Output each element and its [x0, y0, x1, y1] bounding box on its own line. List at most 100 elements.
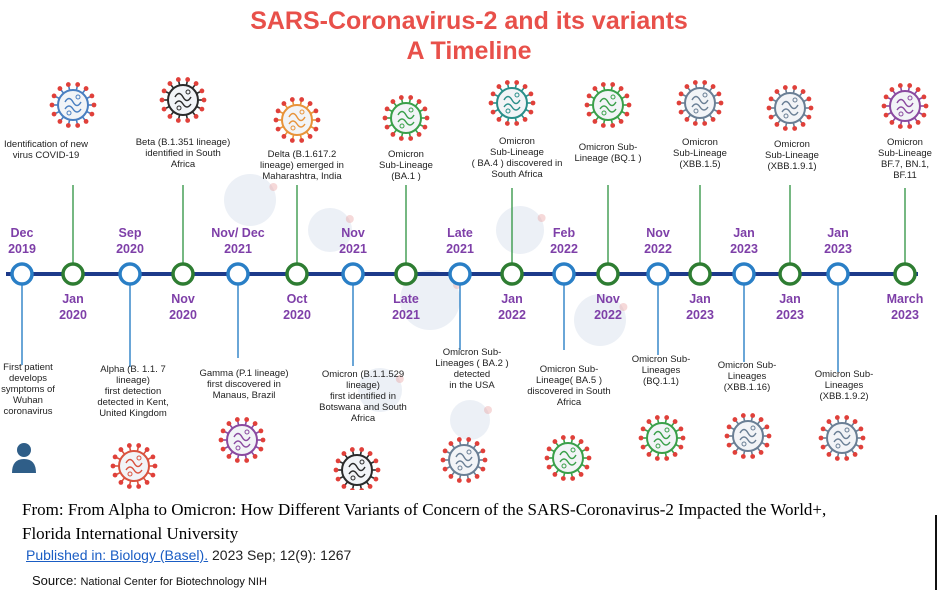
timeline-node-14: [688, 185, 712, 286]
timeline-marker: [10, 262, 34, 286]
published-in-link[interactable]: Published in: Biology (Basel).: [26, 547, 209, 563]
virus-blue-icon: [49, 82, 97, 128]
node-date-label: Jan 2023: [824, 226, 852, 256]
virus-green-icon: [544, 435, 592, 481]
watermark-blob: [308, 208, 352, 252]
timeline-marker: [826, 262, 850, 286]
timeline-node-1: [10, 262, 34, 365]
node-caption: Delta (B.1.617.2 lineage) emerged in Mahar…: [260, 149, 344, 182]
timeline-node-9: [448, 262, 472, 350]
node-date-label: Oct 2020: [283, 292, 311, 322]
timeline-node-17: [826, 262, 850, 372]
timeline-node-10: [500, 188, 524, 286]
timeline-marker: [61, 262, 85, 286]
node-date-label: Jan 2023: [686, 292, 714, 322]
timeline-node-4: [171, 185, 195, 286]
virus-slate-icon: [818, 415, 866, 461]
timeline-marker: [448, 262, 472, 286]
watermark-blob: [496, 206, 544, 254]
timeline-marker: [688, 262, 712, 286]
watermark-blob: [574, 294, 626, 346]
timeline-node-12: [596, 185, 620, 286]
node-date-label: Nov 2020: [169, 292, 197, 322]
virus-slate-icon: [676, 80, 724, 126]
node-date-label: Jan 2022: [498, 292, 526, 322]
node-date-label: Nov 2022: [594, 292, 622, 322]
node-caption: Omicron Sub-Lineages (XBB.1.16): [718, 360, 777, 393]
timeline-marker: [118, 262, 142, 286]
timeline-marker: [646, 262, 670, 286]
watermark-blob: [358, 368, 402, 412]
timeline-nodes: Dec 2019 First patient develops symptoms of W…: [1, 77, 932, 490]
publication-info: Published in: Biology (Basel). 2023 Sep;…: [26, 547, 351, 563]
timeline-node-6: [285, 185, 309, 286]
node-date-label: Late 2021: [392, 292, 420, 322]
virus-slate-icon: [766, 85, 814, 131]
page-edge-bar: [935, 515, 937, 590]
timeline-node-3: [118, 262, 142, 367]
node-date-label: Jan 2020: [59, 292, 87, 322]
diagram-title-line1: SARS-Coronavirus-2 and its variants: [250, 7, 688, 35]
node-caption: Omicron Sub-Lineages (XBB.1.9.2): [815, 369, 874, 402]
virus-green-icon: [584, 82, 632, 128]
virus-purple-icon: [218, 417, 266, 463]
node-date-label: Feb 2022: [550, 226, 578, 256]
virus-red-icon: [110, 443, 158, 489]
university-name: Florida International University: [22, 524, 239, 543]
virus-green-icon: [382, 95, 430, 141]
virus-black-icon: [333, 447, 381, 490]
background-virus-watermark: [224, 174, 628, 440]
timeline-node-7: [341, 262, 365, 366]
node-date-label: March 2023: [887, 292, 924, 322]
from-label: From:: [22, 500, 64, 519]
watermark-dot: [619, 303, 628, 311]
timeline-node-18: [893, 188, 917, 286]
node-date-label: Nov 2021: [339, 226, 367, 256]
watermark-blob: [224, 174, 276, 226]
timeline-node-5: [226, 262, 250, 358]
node-caption: Omicron Sub-Lineage( BA.5 ) discovered in…: [527, 364, 610, 408]
node-date-label: Nov 2022: [644, 226, 672, 256]
virus-purple-icon: [881, 83, 929, 129]
node-date-label: Late 2021: [446, 226, 474, 256]
timeline-node-11: [552, 262, 576, 350]
source-name: National Center for Biotechnology NIH: [80, 576, 267, 588]
watermark-dot: [269, 183, 278, 191]
virus-green-icon: [638, 415, 686, 461]
watermark-dot: [537, 214, 546, 222]
timeline-marker: [394, 262, 418, 286]
node-caption: Beta (B.1.351 lineage) identified in Sout…: [136, 137, 231, 170]
timeline-marker: [500, 262, 524, 286]
person-icon: [12, 443, 36, 473]
watermark-blob: [400, 270, 460, 330]
virus-teal-icon: [488, 80, 536, 126]
timeline-diagram: Dec 2019 First patient develops symptoms of W…: [1, 77, 932, 490]
node-caption: Omicron Sub-Lineage (BA.1 ): [379, 149, 433, 182]
timeline-marker: [596, 262, 620, 286]
node-caption: Omicron Sub-Lineages (BQ.1.1): [632, 354, 691, 387]
virus-black-icon: [159, 77, 207, 123]
node-caption: Omicron (B.1.1.529 lineage) first identifi…: [319, 369, 407, 424]
source-line: Source: National Center for Biotechnolog…: [32, 573, 267, 588]
timeline-node-13: [646, 262, 670, 355]
citation-from: From: From Alpha to Omicron: How Differe…: [22, 498, 826, 522]
virus-slate-icon: [440, 437, 488, 483]
node-caption: Omicron Sub-Lineage (XBB.1.5): [673, 137, 727, 170]
node-caption: Omicron Sub-Lineages ( BA.2 ) detected in …: [435, 347, 508, 391]
watermark-dot: [345, 215, 354, 223]
node-date-label: Nov/ Dec 2021: [211, 226, 265, 256]
node-caption: Identification of new virus COVID-19: [4, 139, 88, 161]
node-date-label: Jan 2023: [776, 292, 804, 322]
timeline-node-16: [778, 185, 802, 286]
diagram-title-line2: A Timeline: [406, 37, 532, 65]
node-caption: Alpha (B. 1.1. 7 lineage) first detection d…: [97, 364, 168, 419]
watermark-dot: [484, 406, 492, 414]
article-title: From Alpha to Omicron: How Different Var…: [67, 500, 827, 519]
timeline-marker: [552, 262, 576, 286]
timeline-marker: [171, 262, 195, 286]
node-caption: Omicron Sub-Lineage BF.7, BN.1, BF.11: [878, 137, 932, 181]
timeline-node-8: [394, 185, 418, 286]
timeline-marker: [285, 262, 309, 286]
timeline-marker: [732, 262, 756, 286]
watermark-blob: [450, 400, 490, 440]
